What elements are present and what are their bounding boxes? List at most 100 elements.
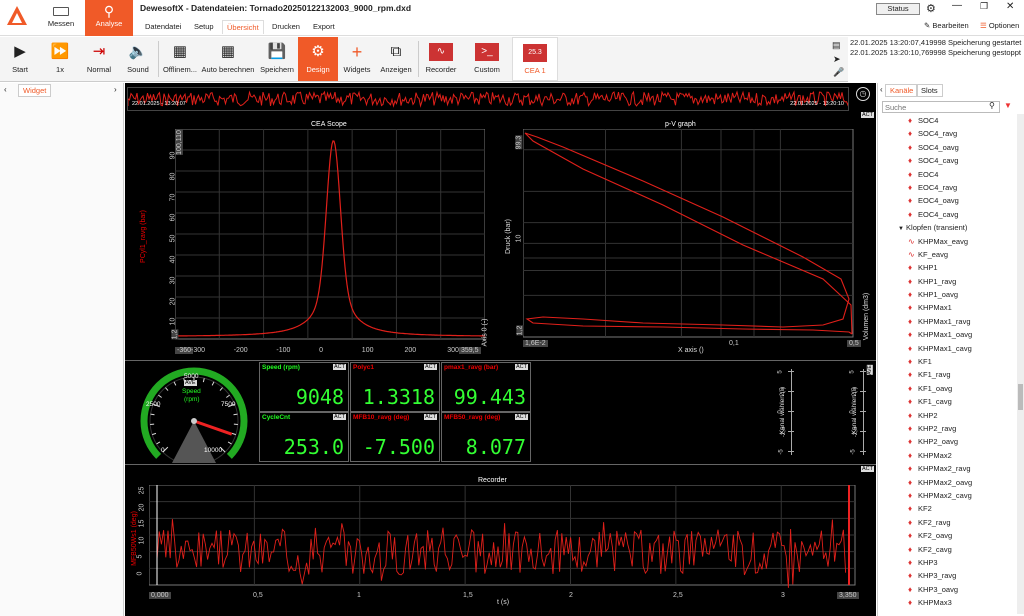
normal-button[interactable]: ⇥ Normal	[86, 43, 112, 74]
channel-item[interactable]: ♦ KF1_ravg	[878, 368, 1016, 381]
gear-icon[interactable]: ⚙	[926, 3, 936, 15]
minimize-icon[interactable]: —	[952, 0, 962, 11]
speed-button[interactable]: ⏩ 1x	[42, 37, 78, 81]
search-icon[interactable]: ⚲	[989, 101, 995, 110]
recorder-screen-button[interactable]: ∿ Recorder	[422, 37, 460, 81]
channel-item[interactable]: ♦ KHP1_ravg	[878, 275, 1016, 288]
tab-setup[interactable]: Setup	[194, 22, 214, 31]
channel-item[interactable]: ∿ KF_eavg	[878, 248, 1016, 261]
channel-search-input[interactable]	[882, 101, 1000, 113]
scope-ylabel: PCyl1_ravg (bar)	[139, 210, 147, 263]
channel-item[interactable]: ♦ EOC4_oavg	[878, 194, 1016, 207]
edit-button[interactable]: ✎ Bearbeiten	[924, 21, 969, 30]
digital-meter[interactable]: Speed (rpm) ACT 9048	[259, 362, 349, 412]
widgets-button[interactable]: + Widgets	[343, 42, 371, 74]
speed-gauge[interactable]	[133, 363, 255, 463]
tab-kanaele[interactable]: Kanäle	[885, 84, 919, 97]
scope-xtick: 200	[404, 347, 417, 354]
channel-item[interactable]: ♦ SOC4_cavg	[878, 154, 1016, 167]
maximize-icon[interactable]: ❐	[980, 1, 989, 11]
scope-xmin: -360	[175, 347, 194, 354]
channel-item[interactable]: ♦ KF1_oavg	[878, 382, 1016, 395]
channel-item[interactable]: ♦ KHPMax1_cavg	[878, 342, 1016, 355]
cursor-icon[interactable]: ➤	[833, 54, 841, 64]
channel-item[interactable]: ♦ KF2_oavg	[878, 529, 1016, 542]
expand-main-icon[interactable]: ›	[114, 85, 117, 94]
group-header[interactable]: ▼ Klopfen (transient)	[898, 223, 968, 233]
channel-item[interactable]: ♦ KHPMax1_oavg	[878, 328, 1016, 341]
channel-item[interactable]: ♦ EOC4_ravg	[878, 181, 1016, 194]
status-button[interactable]: Status	[876, 3, 920, 15]
microphone-icon[interactable]: 🎤	[833, 67, 845, 77]
digital-meter[interactable]: MFB10_ravg (deg) ACT -7.500	[350, 412, 440, 462]
design-button[interactable]: ⚙ Design	[298, 37, 338, 81]
channel-item[interactable]: ♦ KF2	[878, 502, 1016, 515]
channel-item[interactable]: ♦ KHP2_oavg	[878, 435, 1016, 448]
tab-messen[interactable]: Messen	[40, 0, 82, 36]
channel-item[interactable]: ♦ EOC4	[878, 168, 1016, 181]
custom-screen-button[interactable]: >_ Custom	[468, 37, 506, 81]
channel-item[interactable]: ♦ KHPMax1	[878, 301, 1016, 314]
cea-icon: 25.3	[523, 44, 547, 62]
overview-bar[interactable]: 22.01.2025 - 13:20:07 22.01.2025 - 13:20…	[127, 87, 849, 111]
channel-item[interactable]: ♦ KHP3_oavg	[878, 583, 1016, 596]
digital-meter[interactable]: Polyc1 ACT 1.3318	[350, 362, 440, 412]
vertical-bar-meter[interactable]: 5 2,5 0 -2,5 -5 Kanal wählen (-)	[773, 367, 799, 459]
tab-drucken[interactable]: Drucken	[272, 22, 300, 31]
close-icon[interactable]: ✕	[1006, 1, 1015, 12]
channel-item[interactable]: ♦ KHP1_oavg	[878, 288, 1016, 301]
digital-meter[interactable]: MFB50_ravg (deg) ACT 8.077	[441, 412, 531, 462]
tab-uebersicht[interactable]: Übersicht	[222, 20, 264, 34]
clock-icon[interactable]: ◷	[856, 87, 870, 101]
channel-icon: ♦	[908, 169, 913, 179]
options-button[interactable]: ☰ Optionen	[980, 21, 1020, 30]
tab-analyse[interactable]: ⚲ Analyse	[85, 0, 133, 36]
channel-icon: ♦	[908, 182, 913, 192]
tab-widget[interactable]: Widget	[18, 84, 52, 97]
offline-button[interactable]: ▦ Offlinem...	[162, 43, 198, 74]
display-button[interactable]: ⧉ Anzeigen	[380, 43, 412, 74]
auto-calc-button[interactable]: ▦ Auto berechnen	[201, 43, 255, 74]
start-button[interactable]: ▶ Start	[4, 37, 36, 81]
channel-item[interactable]: ♦ KHPMax2_oavg	[878, 476, 1016, 489]
channel-item[interactable]: ♦ KF2_cavg	[878, 543, 1016, 556]
tab-datendatei[interactable]: Datendatei	[145, 22, 182, 31]
collapse-left-icon[interactable]: ‹	[4, 85, 7, 94]
tab-slots[interactable]: Slots	[916, 84, 943, 97]
tab-export[interactable]: Export	[313, 22, 335, 31]
channel-item[interactable]: ♦ KHP3	[878, 556, 1016, 569]
cea-screen-button[interactable]: 25.3 CEA 1	[512, 37, 558, 81]
channel-item[interactable]: ♦ KHPMax2_cavg	[878, 489, 1016, 502]
vertical-bar-meter[interactable]: 5 2,5 0 -2,5 -5 Kanal wählen (-) AVE	[845, 365, 873, 459]
channel-item[interactable]: ∿ KHPMax_eavg	[878, 235, 1016, 248]
channel-item[interactable]: ♦ KHPMax2	[878, 449, 1016, 462]
channel-item[interactable]: ♦ KF2_ravg	[878, 516, 1016, 529]
sound-button[interactable]: 🔈 Sound	[127, 43, 149, 74]
channel-item[interactable]: ♦ KHPMax1_ravg	[878, 315, 1016, 328]
recorder-plot[interactable]	[149, 485, 863, 593]
digital-meter[interactable]: pmax1_ravg (bar) ACT 99.443	[441, 362, 531, 412]
scrollbar[interactable]	[1017, 114, 1024, 614]
channel-item[interactable]: ♦ KHP1	[878, 261, 1016, 274]
channel-item[interactable]: ♦ SOC4_oavg	[878, 141, 1016, 154]
channel-item[interactable]: ♦ EOC4_cavg	[878, 208, 1016, 221]
comment-icon[interactable]: ▤	[832, 40, 841, 50]
channel-item[interactable]: ♦ KHPMax3	[878, 596, 1016, 609]
channel-item[interactable]: ♦ KF1	[878, 355, 1016, 368]
channel-icon: ♦	[908, 477, 913, 487]
channel-item[interactable]: ♦ KHP2	[878, 409, 1016, 422]
pv-plot[interactable]	[523, 129, 859, 349]
channel-item[interactable]: ♦ KHP3_ravg	[878, 569, 1016, 582]
collapse-right-icon[interactable]: ‹	[880, 85, 883, 94]
filter-icon[interactable]: ▼	[1004, 101, 1012, 110]
digital-meter[interactable]: CycleCnt ACT 253.0	[259, 412, 349, 462]
channel-item[interactable]: ♦ KHPMax2_ravg	[878, 462, 1016, 475]
save-button[interactable]: 💾 Speichern	[260, 43, 294, 74]
scrollbar-thumb[interactable]	[1018, 384, 1023, 410]
scope-plot[interactable]	[175, 129, 485, 349]
waveform-icon: ∿	[429, 43, 453, 61]
channel-item[interactable]: ♦ KHP2_ravg	[878, 422, 1016, 435]
channel-item[interactable]: ♦ KF1_cavg	[878, 395, 1016, 408]
channel-item[interactable]: ♦ SOC4	[878, 114, 1016, 127]
channel-item[interactable]: ♦ SOC4_ravg	[878, 127, 1016, 140]
